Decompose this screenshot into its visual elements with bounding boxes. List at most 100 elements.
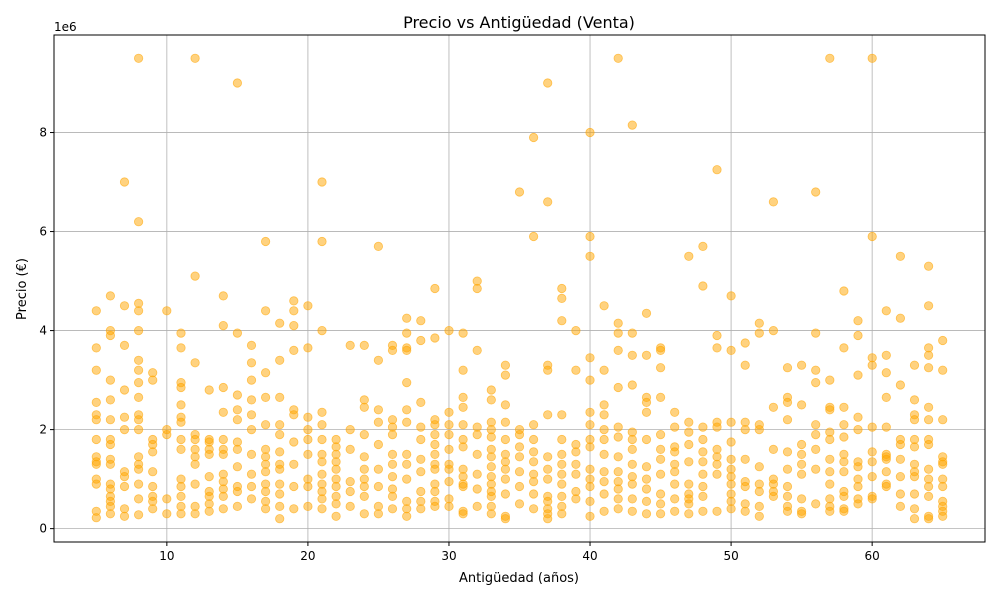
- data-point: [557, 410, 567, 420]
- data-point: [825, 454, 835, 464]
- data-point: [938, 365, 948, 375]
- data-point: [232, 444, 242, 454]
- data-point: [387, 471, 398, 482]
- data-point: [387, 449, 398, 459]
- data-point: [684, 457, 694, 467]
- data-point: [895, 471, 906, 482]
- data-point: [839, 432, 849, 442]
- data-point: [613, 484, 623, 494]
- data-point: [796, 360, 807, 370]
- data-point: [867, 360, 877, 370]
- data-point: [895, 251, 906, 261]
- data-point: [134, 217, 144, 227]
- data-point: [938, 481, 948, 492]
- data-point: [627, 479, 637, 489]
- data-point: [881, 392, 891, 402]
- data-point: [275, 392, 285, 402]
- data-point: [373, 241, 383, 251]
- data-point: [895, 380, 906, 390]
- data-point: [698, 241, 708, 251]
- data-point: [416, 504, 426, 514]
- data-point: [119, 177, 130, 187]
- data-point: [557, 509, 567, 519]
- data-point: [782, 464, 793, 474]
- data-point: [923, 481, 934, 492]
- data-point: [782, 506, 793, 516]
- data-point: [176, 481, 186, 492]
- data-point: [472, 449, 482, 459]
- data-point: [134, 392, 144, 402]
- data-point: [811, 365, 821, 375]
- data-point: [303, 481, 313, 492]
- data-point: [317, 434, 327, 445]
- data-point: [585, 127, 595, 138]
- data-point: [458, 442, 468, 452]
- data-point: [148, 447, 158, 457]
- data-point: [839, 420, 849, 430]
- data-point: [260, 486, 271, 497]
- data-point: [754, 486, 764, 497]
- data-point: [528, 434, 539, 445]
- data-point: [500, 400, 510, 410]
- data-point: [528, 476, 539, 487]
- data-point: [289, 345, 299, 355]
- data-point: [345, 444, 355, 454]
- data-point: [867, 53, 877, 63]
- x-tick-label: 20: [300, 549, 315, 563]
- data-point: [472, 501, 482, 511]
- data-point: [613, 382, 623, 393]
- data-point: [557, 316, 567, 326]
- data-point: [458, 365, 468, 375]
- data-point: [881, 467, 891, 477]
- data-point: [317, 236, 327, 247]
- data-point: [416, 397, 426, 407]
- data-point: [599, 424, 609, 435]
- data-point: [430, 486, 440, 497]
- data-point: [176, 382, 186, 393]
- plot-frame: [53, 34, 986, 543]
- data-point: [500, 360, 510, 370]
- data-point: [853, 424, 863, 435]
- data-point: [895, 454, 906, 464]
- data-point: [232, 390, 242, 400]
- data-point: [867, 447, 877, 457]
- data-point: [641, 434, 652, 445]
- data-point: [232, 405, 242, 415]
- data-point: [246, 469, 257, 479]
- data-point: [134, 325, 144, 336]
- data-point: [655, 469, 666, 479]
- data-point: [303, 343, 313, 353]
- data-point: [232, 328, 242, 338]
- data-point: [768, 197, 779, 207]
- data-point: [585, 464, 595, 474]
- data-point: [923, 301, 934, 311]
- y-tick-label: 4: [39, 324, 47, 338]
- data-point: [331, 511, 341, 521]
- data-point: [585, 481, 595, 492]
- data-point: [698, 281, 708, 291]
- data-point: [430, 283, 440, 294]
- data-point: [528, 132, 539, 143]
- data-point: [458, 328, 468, 338]
- data-point: [176, 509, 186, 519]
- data-point: [486, 432, 496, 442]
- data-point: [416, 316, 426, 326]
- data-point: [444, 325, 454, 336]
- data-point: [599, 449, 609, 459]
- data-point: [500, 417, 510, 427]
- data-point: [613, 345, 623, 355]
- data-points: [91, 53, 948, 524]
- data-point: [726, 291, 736, 301]
- data-point: [599, 301, 609, 311]
- data-point: [373, 355, 383, 365]
- data-point: [585, 420, 595, 430]
- data-point: [698, 481, 708, 492]
- data-point: [402, 511, 412, 521]
- y-tick-label: 8: [39, 126, 47, 140]
- data-point: [486, 462, 496, 472]
- data-point: [909, 471, 920, 482]
- data-point: [402, 377, 412, 388]
- data-point: [740, 481, 750, 492]
- data-point: [218, 320, 228, 331]
- data-point: [472, 484, 482, 494]
